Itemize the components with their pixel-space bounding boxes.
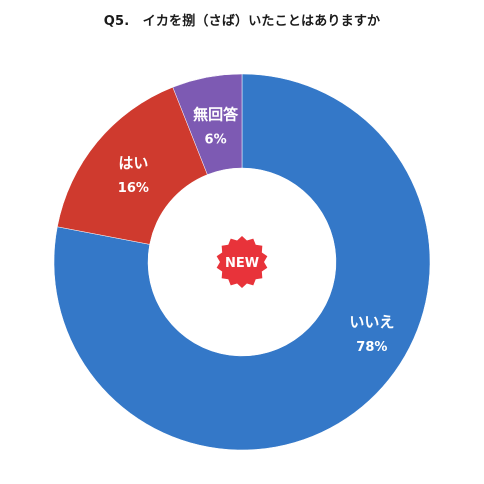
slice-label-1: はい bbox=[118, 154, 148, 172]
slice-label-2: 無回答 bbox=[193, 105, 239, 123]
labels-group: いいえ 78% はい 16% 無回答 6% bbox=[118, 105, 395, 354]
slice-value-1: 16% bbox=[118, 181, 149, 196]
new-badge-text: NEW bbox=[225, 256, 259, 271]
slice-1 bbox=[57, 86, 208, 245]
new-badge-icon bbox=[216, 236, 268, 288]
slice-2 bbox=[172, 73, 243, 175]
chart-title: Q5. イカを捌（さば）いたことはありますか bbox=[103, 14, 381, 29]
slice-label-0: いいえ bbox=[349, 313, 394, 331]
slice-value-0: 78% bbox=[356, 340, 387, 355]
slice-value-2: 6% bbox=[205, 132, 227, 147]
slice-0 bbox=[53, 73, 431, 451]
new-badge: NEW bbox=[216, 236, 268, 288]
slices-group bbox=[53, 73, 431, 451]
